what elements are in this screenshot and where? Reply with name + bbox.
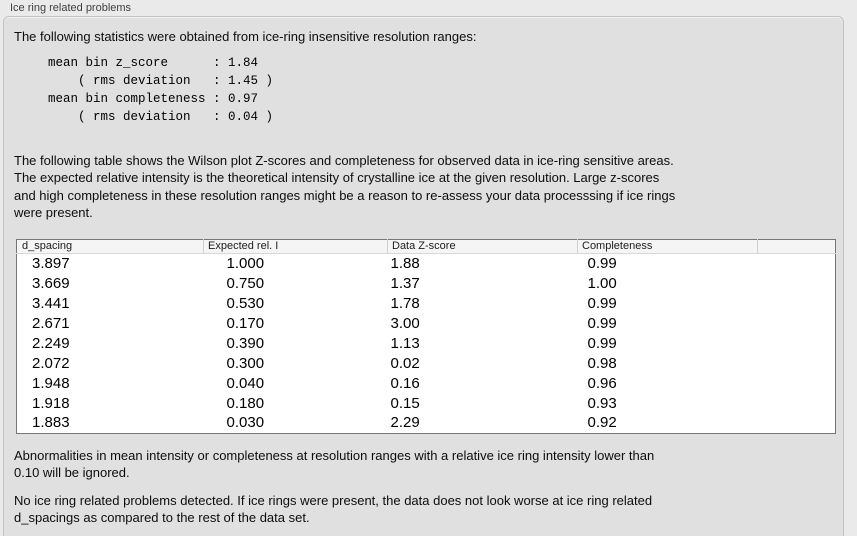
table-cell: 1.13 <box>390 334 420 352</box>
table-cell: 0.99 <box>587 254 617 272</box>
table-cell: 0.02 <box>390 354 420 372</box>
table-row[interactable]: 2.249 0.390 1.13 0.99 <box>17 333 836 353</box>
table-cell: 0.170 <box>226 314 265 332</box>
table-cell: 3.00 <box>390 314 420 332</box>
table-cell: 1.00 <box>587 274 617 292</box>
column-header-completeness[interactable]: Completeness <box>577 239 758 254</box>
table-cell: 0.99 <box>587 334 617 352</box>
column-header-d-spacing[interactable]: d_spacing <box>16 239 204 254</box>
column-header-data-z-score[interactable]: Data Z-score <box>387 239 578 254</box>
table-cell-empty <box>758 413 836 433</box>
table-row[interactable]: 2.671 0.170 3.00 0.99 <box>17 313 836 333</box>
table-cell: 0.300 <box>226 354 265 372</box>
table-cell-empty <box>758 373 836 393</box>
table-row[interactable]: 1.883 0.030 2.29 0.92 <box>17 413 836 433</box>
table-cell: 0.99 <box>587 294 617 312</box>
table-cell: 1.000 <box>226 254 265 272</box>
table-cell: 1.918 <box>32 394 70 412</box>
table-cell: 2.072 <box>32 354 70 372</box>
table-row[interactable]: 1.948 0.040 0.16 0.96 <box>17 373 836 393</box>
table-header-row: d_spacing Expected rel. I Data Z-score Comp… <box>16 239 836 254</box>
table-cell: 2.29 <box>390 414 420 432</box>
table-cell: 1.948 <box>32 374 70 392</box>
table-cell: 0.530 <box>226 294 265 312</box>
table-cell: 0.390 <box>226 334 265 352</box>
table-cell-empty <box>758 333 836 353</box>
table-cell: 0.96 <box>587 374 617 392</box>
table-cell: 3.441 <box>32 294 70 312</box>
table-cell: 0.98 <box>587 354 617 372</box>
table-cell: 1.37 <box>390 274 420 292</box>
table-cell: 3.897 <box>32 254 70 272</box>
groupbox-title: Ice ring related problems <box>10 2 132 14</box>
column-header-expected-rel-i[interactable]: Expected rel. I <box>203 239 388 254</box>
table-cell: 0.15 <box>390 394 420 412</box>
table-cell-empty <box>758 353 836 373</box>
conclusion-text: No ice ring related problems detected. I… <box>14 492 653 526</box>
table-description: The following table shows the Wilson plo… <box>14 152 676 221</box>
table-cell: 0.180 <box>226 394 265 412</box>
table-cell-empty <box>758 393 836 413</box>
table-cell: 0.92 <box>587 414 617 432</box>
table-cell: 0.040 <box>226 374 265 392</box>
table-cell: 1.883 <box>32 414 70 432</box>
table-row[interactable]: 3.897 1.000 1.88 0.99 <box>17 253 836 273</box>
table-cell-empty <box>758 313 836 333</box>
stats-block: mean bin z_score : 1.84 ( rms deviation … <box>48 55 274 124</box>
table-cell: 1.78 <box>390 294 420 312</box>
table-row[interactable]: 1.918 0.180 0.15 0.93 <box>17 393 836 413</box>
table-cell-empty <box>758 253 836 273</box>
table-cell: 2.671 <box>32 314 70 332</box>
ice-ring-table[interactable]: d_spacing Expected rel. I Data Z-score Comp… <box>16 238 836 434</box>
table-cell: 0.99 <box>587 314 617 332</box>
ignore-note: Abnormalities in mean intensity or compl… <box>14 447 655 481</box>
table-cell: 0.030 <box>226 414 265 432</box>
table-cell-empty <box>758 273 836 293</box>
table-row[interactable]: 3.441 0.530 1.78 0.99 <box>17 293 836 313</box>
intro-text: The following statistics were obtained f… <box>14 29 477 44</box>
ice-ring-groupbox: The following statistics were obtained f… <box>3 16 844 536</box>
table-cell: 1.88 <box>390 254 420 272</box>
table-cell: 0.16 <box>390 374 420 392</box>
table-cell: 3.669 <box>32 274 70 292</box>
table-cell: 0.93 <box>587 394 617 412</box>
table-cell-empty <box>758 293 836 313</box>
table-cell: 2.249 <box>32 334 70 352</box>
column-header-empty <box>757 239 836 254</box>
table-cell: 0.750 <box>226 274 265 292</box>
table-row[interactable]: 3.669 0.750 1.37 1.00 <box>17 273 836 293</box>
table-row[interactable]: 2.072 0.300 0.02 0.98 <box>17 353 836 373</box>
